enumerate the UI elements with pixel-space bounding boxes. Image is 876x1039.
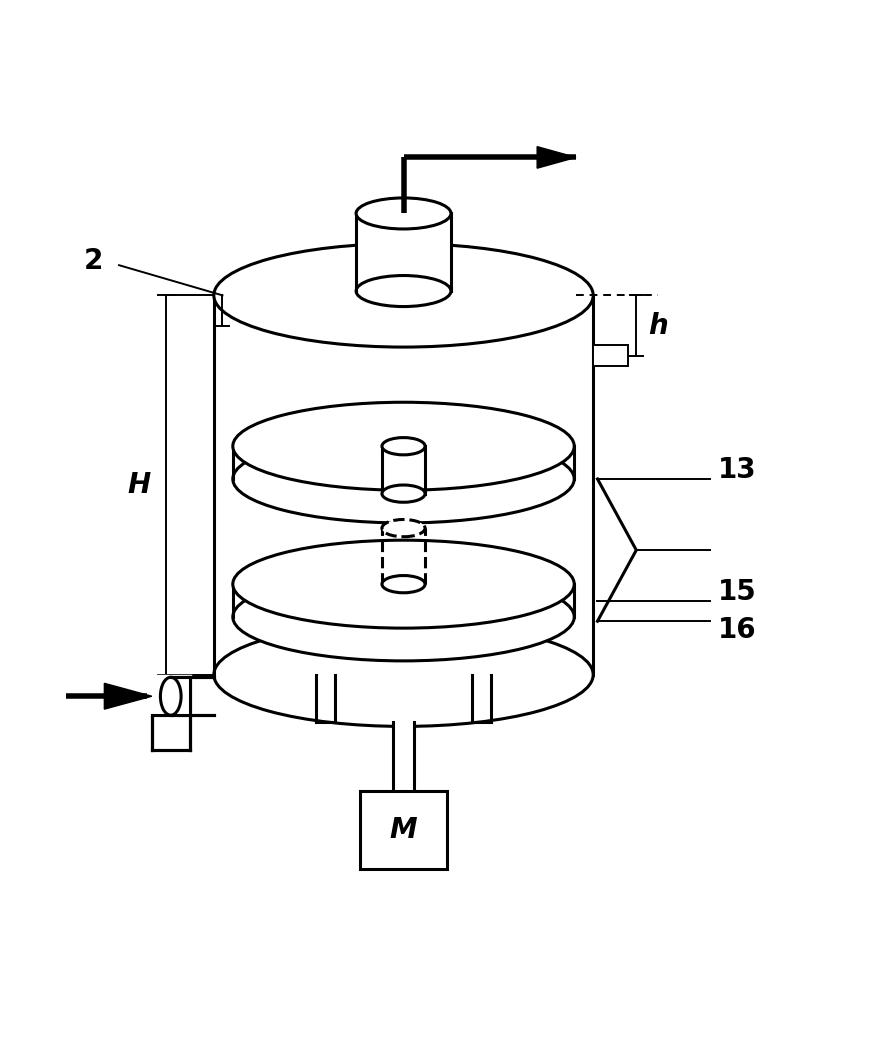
Polygon shape xyxy=(233,584,574,617)
Ellipse shape xyxy=(233,402,574,490)
Polygon shape xyxy=(360,791,447,869)
Ellipse shape xyxy=(162,677,180,715)
Polygon shape xyxy=(150,676,192,716)
Ellipse shape xyxy=(357,198,451,229)
Text: 16: 16 xyxy=(718,616,757,644)
Polygon shape xyxy=(357,213,451,291)
Ellipse shape xyxy=(214,623,593,726)
Text: H: H xyxy=(127,471,151,499)
Ellipse shape xyxy=(160,677,181,715)
Polygon shape xyxy=(104,684,152,710)
Polygon shape xyxy=(537,146,576,168)
Text: h: h xyxy=(648,312,668,340)
Polygon shape xyxy=(593,345,628,366)
Polygon shape xyxy=(233,446,574,479)
Text: M: M xyxy=(390,816,417,844)
Ellipse shape xyxy=(382,485,425,502)
Polygon shape xyxy=(214,295,593,674)
Polygon shape xyxy=(393,722,413,791)
Ellipse shape xyxy=(382,437,425,455)
Polygon shape xyxy=(161,687,180,705)
Text: 13: 13 xyxy=(718,456,757,484)
Ellipse shape xyxy=(233,572,574,661)
Ellipse shape xyxy=(382,520,425,537)
Ellipse shape xyxy=(233,540,574,629)
Ellipse shape xyxy=(382,576,425,593)
Text: 15: 15 xyxy=(718,578,757,606)
Ellipse shape xyxy=(357,275,451,307)
Ellipse shape xyxy=(214,243,593,347)
Ellipse shape xyxy=(233,435,574,523)
Text: 2: 2 xyxy=(83,247,102,275)
Polygon shape xyxy=(143,675,194,715)
